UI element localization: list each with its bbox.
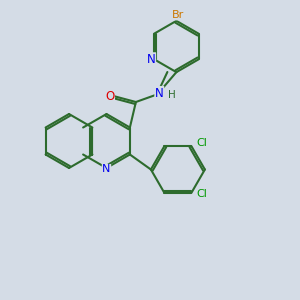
Text: N: N: [155, 86, 164, 100]
Text: Cl: Cl: [196, 189, 207, 200]
Text: Br: Br: [172, 10, 184, 20]
Text: O: O: [105, 89, 114, 103]
Text: N: N: [102, 164, 111, 175]
Text: H: H: [168, 89, 176, 100]
Text: N: N: [147, 53, 155, 66]
Text: Cl: Cl: [196, 138, 207, 148]
